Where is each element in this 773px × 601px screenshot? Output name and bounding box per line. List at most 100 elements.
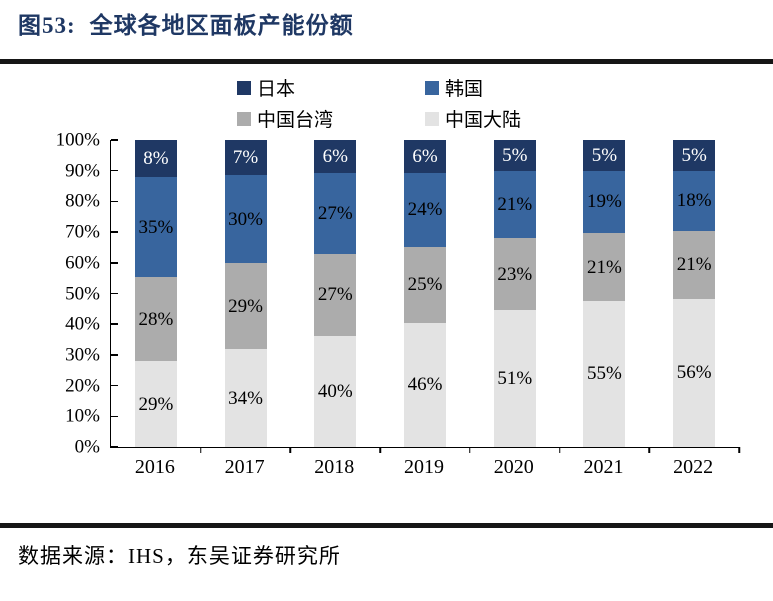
bar-segment-label: 34% xyxy=(228,387,263,409)
bar-segment: 27% xyxy=(314,172,357,255)
bar-segment: 56% xyxy=(673,298,716,447)
bar-segment: 18% xyxy=(673,170,716,232)
bar-segment: 40% xyxy=(314,335,357,447)
x-axis-tick xyxy=(738,447,740,453)
figure-label: 图53: xyxy=(18,13,76,38)
y-axis-tick xyxy=(111,200,118,203)
bar-segment: 21% xyxy=(493,170,536,239)
bar-slot: 29% 28% 35% 8% xyxy=(111,140,201,447)
bar-segment: 30% xyxy=(224,175,267,264)
legend-swatch xyxy=(425,111,439,126)
bar-segment-label: 21% xyxy=(676,254,712,276)
x-axis-tick xyxy=(558,447,561,453)
bar-segment-label: 21% xyxy=(497,193,533,215)
bar-segment: 5% xyxy=(493,140,536,171)
bar-column: 40% 27% 27% 6% xyxy=(314,139,357,447)
y-axis-tick xyxy=(111,415,118,418)
y-axis-tick-label: 10% xyxy=(65,405,100,427)
bar-slot: 34% 29% 30% 7% xyxy=(201,140,291,447)
y-axis-tick xyxy=(111,323,118,325)
bar-segment: 19% xyxy=(583,170,626,234)
x-axis-label: 2016 xyxy=(134,456,175,478)
x-axis-tick xyxy=(289,447,292,453)
bar-segment-label: 5% xyxy=(591,144,618,166)
bar-segment-label: 21% xyxy=(587,256,622,278)
bar-segment: 24% xyxy=(404,172,447,247)
bar-segment-label: 27% xyxy=(317,284,353,306)
source-text: 数据来源：IHS，东吴证券研究所 xyxy=(18,544,341,568)
bottom-rule xyxy=(0,523,773,528)
bar-slot: 40% 27% 27% 6% xyxy=(290,139,380,447)
bar-segment-label: 35% xyxy=(138,216,174,238)
bar-segment-label: 55% xyxy=(587,363,622,385)
legend-label: 韩国 xyxy=(445,79,484,100)
y-axis-tick-label: 0% xyxy=(74,436,100,458)
legend-item-4: 中国大陆 xyxy=(425,105,521,132)
bar-segment-label: 29% xyxy=(138,393,174,415)
bar-segment: 5% xyxy=(673,140,716,171)
figure-caption: 图53: 全球各地区面板产能份额 xyxy=(18,6,354,40)
y-axis-labels: 100% 90% 80% 70% 60% 50% 40% 30% 20% 10% 0% xyxy=(0,131,100,457)
y-axis-tick-label: 40% xyxy=(65,313,100,335)
y-axis-tick xyxy=(111,446,118,448)
legend-label: 日本 xyxy=(257,79,296,100)
y-axis-tick xyxy=(111,354,118,356)
bar-column: 29% 28% 35% 8% xyxy=(134,140,177,447)
x-axis-tick xyxy=(469,447,471,453)
y-axis-tick xyxy=(111,384,118,387)
x-axis-label: 2021 xyxy=(583,456,624,478)
bar-segment-label: 6% xyxy=(322,145,348,167)
y-axis-tick-label: 50% xyxy=(65,283,100,304)
legend-swatch xyxy=(425,80,439,95)
bar-segment-label: 40% xyxy=(317,380,353,402)
bar-segment: 23% xyxy=(493,238,536,311)
legend-item-2: 韩国 xyxy=(425,74,521,101)
legend-swatch xyxy=(237,111,251,126)
bar-column: 56% 21% 18% 5% xyxy=(673,140,716,447)
bar-segment: 6% xyxy=(404,140,447,173)
bar-segment-label: 5% xyxy=(681,144,707,166)
bar-segment-label: 19% xyxy=(587,191,622,213)
bar-slot: 46% 25% 24% 6% xyxy=(380,140,470,447)
legend-swatch xyxy=(237,80,251,95)
bar-segment-label: 7% xyxy=(232,147,259,169)
bar-segment: 27% xyxy=(314,254,357,336)
bar-segment: 25% xyxy=(404,246,447,323)
x-axis-tick xyxy=(648,447,651,453)
bar-segment-label: 46% xyxy=(407,374,443,396)
bar-segment: 5% xyxy=(583,140,626,171)
y-axis-tick-label: 100% xyxy=(55,129,100,151)
x-axis-label: 2019 xyxy=(404,456,445,478)
bar-segment: 35% xyxy=(134,177,177,278)
x-axis-label: 2017 xyxy=(224,456,265,478)
bar-segment: 6% xyxy=(314,139,357,173)
legend-item-1: 日本 xyxy=(237,74,425,101)
bar-segment-label: 56% xyxy=(676,362,712,384)
y-axis-tick-label: 60% xyxy=(65,252,100,274)
x-axis-tick xyxy=(379,447,381,453)
x-axis-labels: 2016 2017 2018 2019 2020 2021 2022 xyxy=(110,456,738,479)
bar-segment-label: 51% xyxy=(497,368,533,390)
bar-segment: 55% xyxy=(583,300,626,447)
bar-segment-label: 30% xyxy=(228,208,263,230)
legend-label: 中国台湾 xyxy=(257,110,334,131)
y-axis-tick xyxy=(111,169,118,172)
y-axis-tick-label: 30% xyxy=(65,344,100,366)
x-axis-label: 2022 xyxy=(673,456,714,478)
top-rule xyxy=(0,59,773,64)
bar-slot: 55% 21% 19% 5% xyxy=(560,140,650,447)
bar-segment: 21% xyxy=(673,231,716,299)
x-axis-label: 2020 xyxy=(493,456,534,478)
bar-segment-label: 8% xyxy=(143,148,169,170)
y-axis-tick-label: 90% xyxy=(65,160,100,182)
figure-title: 全球各地区面板产能份额 xyxy=(89,13,354,38)
x-axis-label: 2018 xyxy=(314,456,355,478)
bar-segment: 34% xyxy=(224,349,267,447)
bar-column: 51% 23% 21% 5% xyxy=(493,140,536,447)
bar-segment: 21% xyxy=(583,233,626,301)
bar-slot: 56% 21% 18% 5% xyxy=(649,140,739,447)
y-axis-tick xyxy=(111,139,118,141)
x-axis-tick xyxy=(199,447,202,453)
y-axis-tick xyxy=(111,262,118,264)
